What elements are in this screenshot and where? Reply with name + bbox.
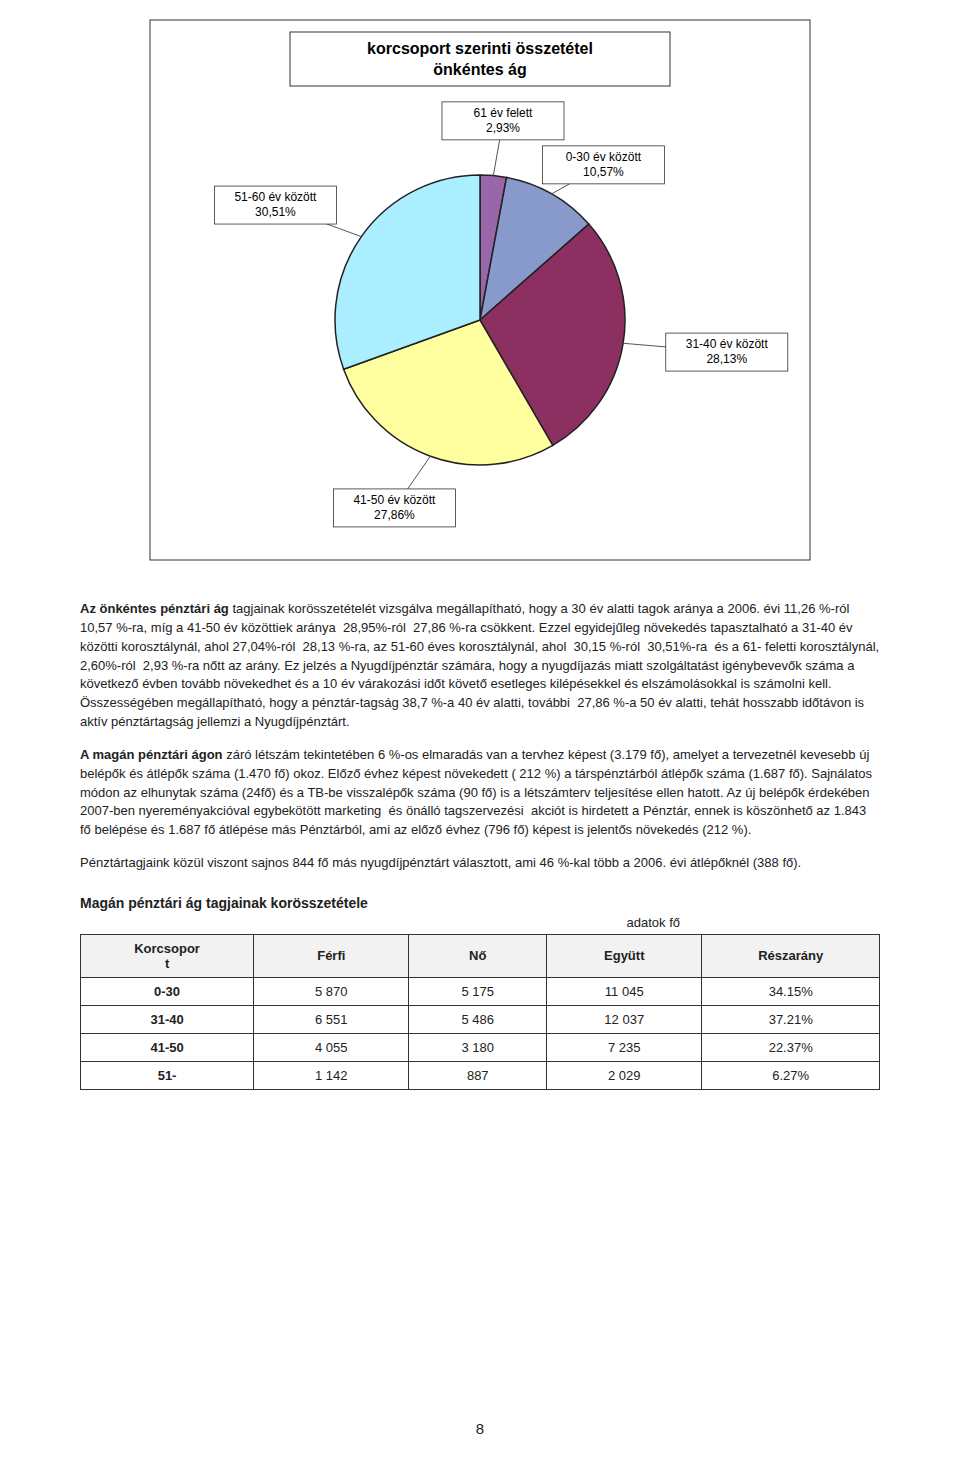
- slice-value: 30,51%: [255, 205, 296, 219]
- table-cell: 887: [409, 1061, 547, 1089]
- label-box: [666, 333, 788, 371]
- slice-category: 31-40 év között: [686, 337, 769, 351]
- slice-category: 51-60 év között: [234, 190, 317, 204]
- table-head: Korcsopor tFérfiNőEgyüttRészarány: [81, 934, 880, 977]
- table-cell: 51-: [81, 1061, 254, 1089]
- table-header-row: Korcsopor tFérfiNőEgyüttRészarány: [81, 934, 880, 977]
- table-header: Nő: [409, 934, 547, 977]
- slice-label: 0-30 év között10,57%: [566, 150, 642, 179]
- table-cell: 5 486: [409, 1005, 547, 1033]
- chart-frame: [150, 20, 810, 560]
- paragraph-bold: Az önkéntes pénztári ág: [80, 601, 229, 616]
- table-cell: 22.37%: [702, 1033, 880, 1061]
- pie-wedge: [335, 175, 480, 369]
- table-cell: 11 045: [547, 977, 702, 1005]
- wedges: [335, 175, 625, 465]
- label-box: [442, 102, 564, 140]
- label-box: [214, 186, 336, 224]
- table-cell: 6 551: [254, 1005, 409, 1033]
- title: korcsoport szerinti összetétel: [367, 40, 593, 57]
- table-cell: 12 037: [547, 1005, 702, 1033]
- label-box: [542, 146, 664, 184]
- table-cell: 6.27%: [702, 1061, 880, 1089]
- table-header: Részarány: [702, 934, 880, 977]
- paragraph-text: Pénztártagjaink közül viszont sajnos 844…: [80, 855, 801, 870]
- table-title: Magán pénztári ág tagjainak korösszetéte…: [80, 895, 880, 911]
- paragraph: Pénztártagjaink közül viszont sajnos 844…: [80, 854, 880, 873]
- spacer: [0, 580, 960, 600]
- table-cell: 34.15%: [702, 977, 880, 1005]
- paragraph: Az önkéntes pénztári ág tagjainak koröss…: [80, 600, 880, 732]
- table-row: 51-1 1428872 0296.27%: [81, 1061, 880, 1089]
- table-unit: adatok fő: [80, 915, 880, 930]
- slice-value: 10,57%: [583, 165, 624, 179]
- paragraph-bold: A magán pénztári ágon: [80, 747, 223, 762]
- table-cell: 3 180: [409, 1033, 547, 1061]
- table-cell: 31-40: [81, 1005, 254, 1033]
- table-cell: 5 175: [409, 977, 547, 1005]
- slice-labels: 61 év felett2,93% 0-30 év között10,57% 31-…: [214, 102, 787, 527]
- table-cell: 0-30: [81, 977, 254, 1005]
- leader-lines: [275, 121, 726, 508]
- slice-category: 0-30 év között: [566, 150, 642, 164]
- table-cell: 1 142: [254, 1061, 409, 1089]
- table-cell: 2 029: [547, 1061, 702, 1089]
- page-number: 8: [0, 1420, 960, 1437]
- table-cell: 5 870: [254, 977, 409, 1005]
- title-box: [290, 32, 670, 86]
- paragraph-text: tagjainak korösszetételét vizsgálva megá…: [80, 601, 886, 729]
- pie-chart: korcsoport szerinti összetétel önkéntes á…: [0, 0, 960, 580]
- table-row: 31-406 5515 48612 03737.21%: [81, 1005, 880, 1033]
- table-cell: 41-50: [81, 1033, 254, 1061]
- slice-category: 41-50 év között: [353, 493, 436, 507]
- table-row: 41-504 0553 1807 23522.37%: [81, 1033, 880, 1061]
- slice-value: 2,93%: [486, 121, 520, 135]
- slice-label: 41-50 év között27,86%: [353, 493, 436, 522]
- paragraph: A magán pénztári ágon záró létszám tekin…: [80, 746, 880, 840]
- table-header: Korcsopor t: [81, 934, 254, 977]
- slice-value: 28,13%: [706, 352, 747, 366]
- table-header: Férfi: [254, 934, 409, 977]
- table-header: Együtt: [547, 934, 702, 977]
- subtitle: önkéntes ág: [433, 61, 526, 78]
- table-body: 0-305 8705 17511 04534.15%31-406 5515 48…: [81, 977, 880, 1089]
- slice-label: 51-60 év között30,51%: [234, 190, 317, 219]
- slice-label: 31-40 év között28,13%: [686, 337, 769, 366]
- table-row: 0-305 8705 17511 04534.15%: [81, 977, 880, 1005]
- page: korcsoport szerinti összetétel önkéntes á…: [0, 0, 960, 1090]
- label-box: [333, 489, 455, 527]
- slice-category: 61 év felett: [474, 106, 533, 120]
- slice-label: 61 év felett2,93%: [474, 106, 533, 135]
- slice-value: 27,86%: [374, 508, 415, 522]
- data-table: Korcsopor tFérfiNőEgyüttRészarány0-305 8…: [80, 934, 880, 1090]
- table-cell: 37.21%: [702, 1005, 880, 1033]
- table-cell: 4 055: [254, 1033, 409, 1061]
- table-cell: 7 235: [547, 1033, 702, 1061]
